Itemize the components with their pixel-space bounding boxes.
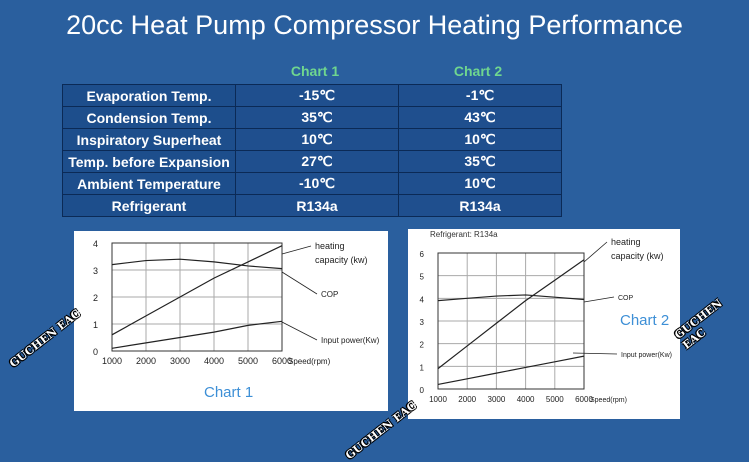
table-row: Inspiratory Superheat 10℃ 10℃	[62, 128, 562, 151]
x-tick-label: 2000	[458, 395, 476, 404]
series-line-3	[437, 355, 585, 386]
series-label: Input power(Kw)	[321, 336, 380, 345]
series-line-2	[111, 258, 283, 270]
x-tick-label: 5000	[546, 395, 564, 404]
y-tick-label: 2	[420, 341, 425, 350]
series-line-3	[111, 320, 283, 349]
y-tick-label: 4	[420, 295, 425, 304]
x-tick-label: 6000	[272, 356, 292, 366]
spec-table: Evaporation Temp. -15℃ -1℃ Condension Te…	[62, 84, 562, 217]
y-tick-label: 3	[420, 318, 425, 327]
row-value-chart-1: -10℃	[235, 172, 399, 195]
row-value-chart-2: 43℃	[398, 106, 562, 129]
chart-subtitle: Refrigerant: R134a	[430, 230, 498, 239]
y-tick-label: 1	[93, 320, 98, 330]
row-label: Inspiratory Superheat	[62, 128, 236, 151]
x-tick-label: 4000	[204, 356, 224, 366]
y-tick-label: 0	[93, 347, 98, 357]
plot-frame	[111, 242, 283, 352]
x-tick-label: 5000	[238, 356, 258, 366]
x-axis-label: Speed(rpm)	[288, 357, 331, 366]
row-value-chart-1: 27℃	[235, 150, 399, 173]
series-label-leader	[572, 352, 618, 355]
table-row: Condension Temp. 35℃ 43℃	[62, 106, 562, 129]
x-tick-label: 1000	[429, 395, 447, 404]
table-row: Evaporation Temp. -15℃ -1℃	[62, 84, 562, 107]
chart-2-panel: Refrigerant: R134a 0 1 2 3 4 5 6 1000 2000 3000 400…	[408, 229, 680, 419]
y-tick-label: 0	[420, 386, 425, 395]
y-tick-label: 6	[420, 250, 425, 259]
series-label: COP	[618, 295, 634, 302]
table-row: Refrigerant R134a R134a	[62, 194, 562, 217]
x-tick-label: 6000	[575, 395, 593, 404]
row-value-chart-1: 35℃	[235, 106, 399, 129]
series-label: COP	[321, 290, 338, 299]
chart-1-panel: 0 1 2 3 4 1000 2000 3000 4000 5000 6000 Speed(rpm) h…	[74, 231, 388, 411]
series-label-leader	[281, 271, 318, 295]
row-label: Refrigerant	[62, 194, 236, 217]
series-label-leader	[583, 241, 608, 263]
series-label-leader	[281, 245, 312, 255]
chart-1-caption: Chart 1	[204, 384, 254, 401]
y-tick-label: 5	[420, 273, 425, 282]
row-label: Condension Temp.	[62, 106, 236, 129]
row-label: Temp. before Expansion	[62, 150, 236, 173]
y-tick-label: 1	[420, 363, 425, 372]
y-tick-label: 2	[93, 293, 98, 303]
series-line-2	[437, 294, 585, 302]
x-tick-label: 4000	[517, 395, 535, 404]
table-row: Temp. before Expansion 27℃ 35℃	[62, 150, 562, 173]
row-value-chart-2: 35℃	[398, 150, 562, 173]
series-label: heating capacity (kw)	[315, 241, 368, 265]
plot-frame	[437, 252, 585, 390]
table-column-chart-1: Chart 1	[290, 63, 340, 79]
series-label-leader	[583, 296, 615, 303]
row-value-chart-2: R134a	[398, 194, 562, 217]
row-label: Ambient Temperature	[62, 172, 236, 195]
x-tick-label: 2000	[136, 356, 156, 366]
x-axis-label: Speed(rpm)	[590, 397, 627, 404]
y-tick-label: 3	[93, 266, 98, 276]
row-value-chart-1: -15℃	[235, 84, 399, 107]
series-label: Input power(Kw)	[621, 352, 672, 359]
row-value-chart-2: 10℃	[398, 172, 562, 195]
row-value-chart-2: 10℃	[398, 128, 562, 151]
chart-2-caption: Chart 2	[620, 312, 670, 329]
series-line-1	[111, 245, 283, 336]
page-title: 20cc Heat Pump Compressor Heating Perfor…	[66, 10, 683, 40]
table-column-chart-2: Chart 2	[453, 63, 503, 79]
row-value-chart-2: -1℃	[398, 84, 562, 107]
row-value-chart-1: R134a	[235, 194, 399, 217]
series-label: heating capacity (kw)	[611, 237, 664, 261]
x-tick-label: 3000	[170, 356, 190, 366]
series-label-leader	[281, 321, 318, 341]
watermark-right: GUCHEN EAC	[672, 296, 725, 352]
chart-2: Refrigerant: R134a 0 1 2 3 4 5 6 1000 2000 3000 400…	[420, 230, 672, 404]
watermark-left: GUCHEN EAC	[7, 306, 83, 371]
table-row: Ambient Temperature -10℃ 10℃	[62, 172, 562, 195]
row-value-chart-1: 10℃	[235, 128, 399, 151]
x-tick-label: 3000	[488, 395, 506, 404]
row-label: Evaporation Temp.	[62, 84, 236, 107]
y-tick-label: 4	[93, 239, 98, 249]
x-tick-label: 1000	[102, 356, 122, 366]
series-line-1	[437, 259, 585, 370]
